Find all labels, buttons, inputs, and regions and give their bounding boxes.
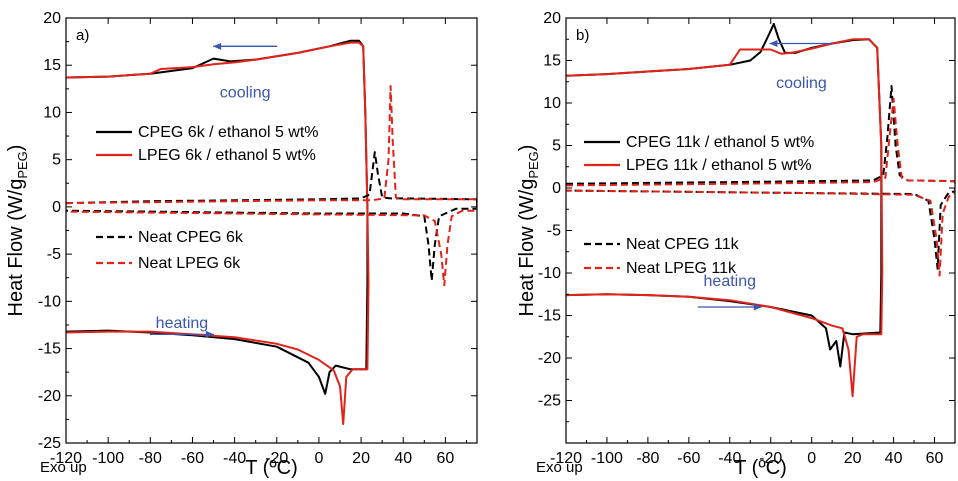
y-tick-label: 0 [52, 199, 61, 216]
panel-a-chart: -120 -100 -80 -60 -40 -20 0 20 40 60 -25 -20 -15 -10 -… [5, 10, 478, 479]
series-line-a-2 [66, 151, 477, 282]
annotation-label: cooling [776, 75, 827, 92]
y-tick-label: -10 [38, 293, 61, 310]
y-axis-label: Heat Flow (W/gPEG) [5, 145, 30, 317]
y-tick-label: -5 [547, 223, 561, 240]
y-tick-label: 15 [43, 57, 61, 74]
y-tick-label: 10 [43, 104, 61, 121]
x-tick-label: 20 [844, 450, 862, 467]
series-group [566, 22, 955, 398]
panel-b-chart: -120 -100 -80 -60 -40 -20 0 20 40 60 -25 -20 -15 -10 -… [516, 10, 956, 479]
y-tick-label: 20 [543, 10, 561, 27]
panel-label: b) [576, 27, 589, 44]
x-tick-label: -100 [92, 450, 124, 467]
x-tick-label: 0 [807, 450, 816, 467]
series-line-b-0 [566, 22, 883, 368]
y-tick-label: -25 [38, 435, 61, 452]
annotation-label: heating [156, 315, 209, 332]
y-tick-label: 5 [52, 152, 61, 169]
x-tick-label: 0 [314, 450, 323, 467]
series-line-a-0 [66, 39, 369, 395]
series-line-a-3 [66, 85, 477, 287]
y-tick-label: -5 [47, 246, 61, 263]
x-tick-label: -100 [591, 450, 623, 467]
x-tick-label: -40 [718, 450, 741, 467]
x-tick-label: 20 [352, 450, 370, 467]
annotation-arrowhead [205, 330, 214, 338]
x-tick-label: -120 [50, 450, 82, 467]
legend-label: Neat CPEG 6k [138, 229, 244, 246]
annotation-label: cooling [220, 85, 271, 102]
annotation-arrowhead [769, 40, 778, 47]
x-tick-label: -60 [181, 450, 204, 467]
y-tick-label: 10 [543, 95, 561, 112]
x-tick-label: 60 [436, 450, 454, 467]
series-line-a-1 [66, 41, 370, 426]
x-axis-label: T (ºC) [734, 457, 786, 479]
y-tick-label: -20 [38, 388, 61, 405]
series-group [66, 39, 477, 426]
y-tick-label: -25 [538, 393, 561, 410]
x-tick-label: -120 [550, 450, 582, 467]
plot-frame [65, 17, 478, 444]
annotation-arrowhead [213, 42, 222, 50]
exo-up-note: Exo up [536, 459, 583, 476]
x-tick-label: -40 [223, 450, 246, 467]
legend-label: CPEG 6k / ethanol 5 wt% [138, 124, 319, 141]
y-tick-label: -10 [538, 265, 561, 282]
x-tick-label: -60 [677, 450, 700, 467]
exo-up-note: Exo up [40, 459, 87, 476]
x-tick-label: -20 [265, 450, 288, 467]
series-line-b-2 [566, 85, 955, 270]
annotation-arrowhead [753, 303, 762, 311]
y-tick-label: 20 [43, 10, 61, 27]
y-tick-label: -20 [538, 350, 561, 367]
panel-label: a) [76, 27, 89, 44]
legend-label: Neat LPEG 11k [626, 260, 737, 277]
legend-label: LPEG 6k / ethanol 5 wt% [138, 147, 316, 164]
series-line-b-1 [566, 38, 884, 398]
x-tick-label: 40 [394, 450, 412, 467]
legend-label: Neat LPEG 6k [138, 255, 241, 272]
x-tick-label: 40 [885, 450, 903, 467]
x-tick-label: 60 [926, 450, 944, 467]
legend-label: CPEG 11k / ethanol 5 wt% [626, 134, 814, 151]
y-tick-label: 5 [552, 138, 561, 155]
y-tick-label: 0 [552, 180, 561, 197]
x-axis-label: T (ºC) [245, 457, 297, 479]
annotation-label: heating [704, 273, 757, 290]
x-tick-label: -80 [636, 450, 659, 467]
y-tick-label: 15 [543, 53, 561, 70]
y-tick-label: -15 [538, 308, 561, 325]
y-axis-label: Heat Flow (W/gPEG) [516, 145, 541, 317]
legend-label: LPEG 11k / ethanol 5 wt% [626, 157, 812, 174]
legend-label: Neat CPEG 11k [626, 236, 740, 253]
x-tick-label: -80 [139, 450, 162, 467]
x-tick-label: -20 [759, 450, 782, 467]
y-tick-label: -15 [38, 341, 61, 358]
series-line-b-3 [566, 97, 955, 277]
plot-frame [565, 17, 956, 444]
